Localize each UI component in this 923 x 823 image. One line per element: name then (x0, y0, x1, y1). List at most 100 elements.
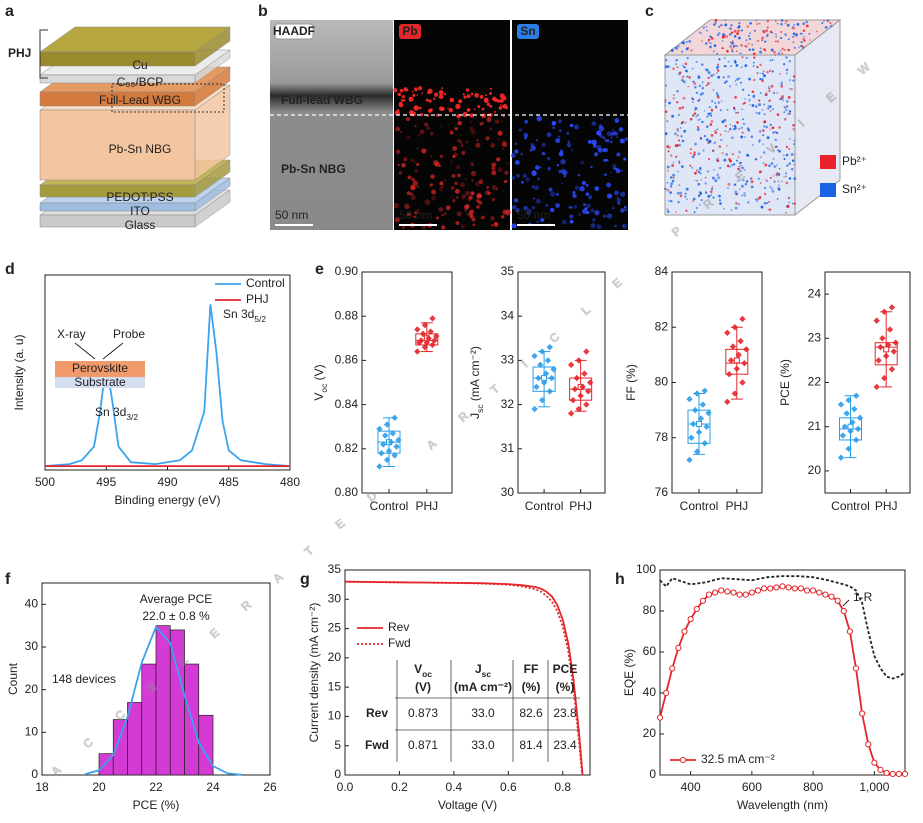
sn-dot (594, 186, 600, 191)
y-tick-label: 10 (25, 725, 39, 739)
sn-dot (555, 203, 560, 208)
cube-dot (798, 46, 800, 49)
sn-dot (606, 193, 612, 199)
pb-dot (393, 202, 400, 209)
panel-letter: a (5, 3, 14, 20)
cube-dot (773, 165, 777, 168)
cube-dot (664, 101, 667, 103)
cube-dot (731, 163, 734, 167)
cube-dot (666, 188, 670, 192)
pb-dot (414, 169, 419, 173)
sn-dot (557, 135, 561, 138)
cube-dot (721, 152, 724, 155)
cube-dot (684, 192, 687, 195)
sn-dot (587, 139, 592, 144)
cube-dot (742, 122, 746, 125)
sn-dot (518, 128, 522, 132)
sn-dot (531, 185, 535, 189)
cube-dot (727, 131, 729, 133)
table-cell: 33.0 (471, 738, 495, 752)
pb-dot (466, 212, 471, 216)
data-point (382, 432, 389, 439)
pb-dot (489, 104, 493, 108)
data-point (693, 390, 701, 397)
data-point (575, 357, 582, 364)
cube-dot (779, 50, 782, 52)
pb-dot (462, 111, 468, 118)
pb-dot (447, 107, 449, 110)
x-tick-label: 20 (92, 780, 106, 794)
sn-dot (524, 119, 529, 124)
cube-dot (748, 77, 751, 81)
bar (127, 702, 143, 776)
y-tick-label: 0.84 (335, 397, 359, 411)
cube-dot (689, 152, 692, 155)
sn-dot (618, 127, 624, 132)
pb-dot (478, 179, 484, 184)
sn-dot (610, 136, 613, 139)
cube-dot (696, 114, 699, 117)
mean (883, 346, 890, 353)
cube-dot (699, 137, 703, 140)
sn-dot (617, 201, 621, 205)
data-point (837, 401, 845, 408)
y-tick-label: 20 (643, 726, 657, 740)
cube-dot (697, 170, 700, 173)
cube-dot (695, 169, 699, 172)
legend-label: 32.5 mA cm⁻² (701, 752, 775, 766)
pb-dot (399, 88, 404, 93)
pb-dot (501, 141, 508, 147)
cube-dot (683, 65, 686, 69)
cube-dot (675, 155, 678, 158)
cube-dot (730, 65, 732, 67)
cube-dot (717, 75, 721, 79)
data-point (724, 588, 731, 595)
sn-dot (572, 194, 577, 198)
pb-dot (494, 110, 497, 113)
data-point (571, 385, 579, 393)
fit-line (84, 625, 242, 776)
plot-frame (659, 569, 906, 776)
pb-dot (416, 94, 419, 96)
cube-dot (781, 81, 783, 84)
data-point (542, 370, 550, 377)
pb-dot (404, 203, 410, 210)
cube-dot (684, 121, 687, 124)
cube-dot (740, 66, 743, 69)
data-point (539, 396, 546, 404)
channel-tag: Pb (402, 24, 417, 38)
cube-dot (760, 205, 764, 209)
pb-dot (417, 208, 420, 211)
cube-dot (700, 40, 703, 42)
pb-dot (479, 182, 482, 185)
data-point (803, 587, 811, 594)
cube-dot (670, 182, 673, 186)
y-tick-label: 21 (808, 419, 822, 433)
data-point (877, 343, 884, 351)
cube-dot (774, 53, 777, 56)
cube-dot (745, 45, 748, 48)
cube-dot (694, 142, 697, 146)
y-axis-label: Jsc (mA cm⁻²) (468, 346, 485, 419)
cube-dot (792, 128, 795, 131)
cube-dot (772, 108, 774, 111)
cube-dot (705, 68, 709, 72)
data-point (583, 348, 590, 355)
data-point (395, 436, 402, 444)
cube-dot (750, 180, 754, 184)
cube-dot (729, 123, 732, 126)
cube-dot (706, 29, 708, 32)
cube-dot (786, 105, 789, 108)
cube-dot (676, 143, 679, 147)
channel-tag: HAADF (273, 24, 315, 38)
sn-dot (561, 182, 563, 184)
sn-dot (555, 138, 561, 143)
cube-dot (664, 84, 668, 87)
pb-dot (499, 98, 504, 103)
cube-dot (708, 158, 711, 160)
cube-dot (747, 42, 750, 45)
cube-dot (685, 69, 688, 73)
pb-dot (470, 92, 474, 96)
legend-swatch (820, 155, 836, 169)
cube-dot (685, 209, 688, 212)
